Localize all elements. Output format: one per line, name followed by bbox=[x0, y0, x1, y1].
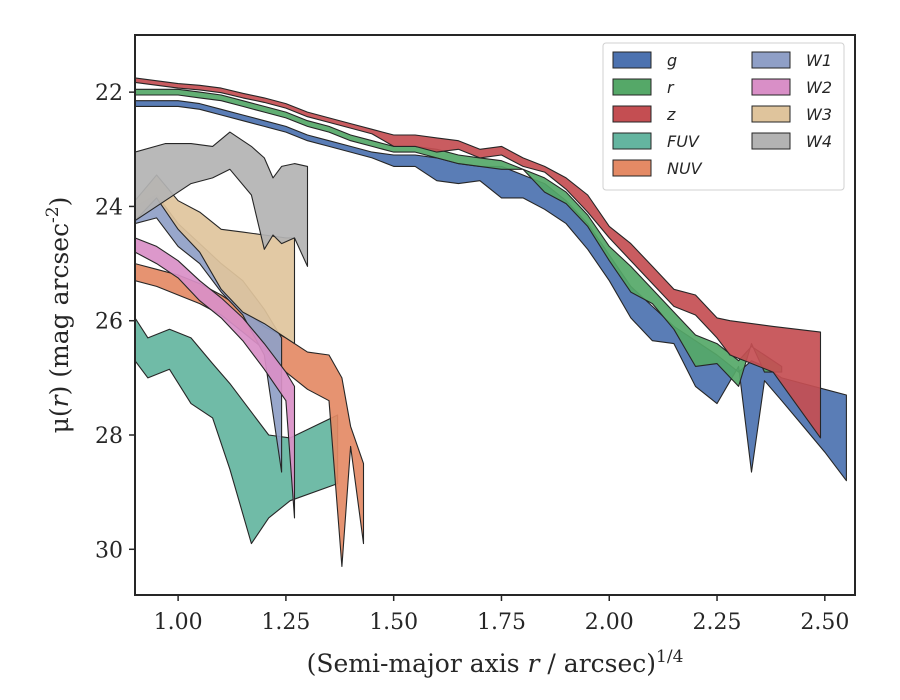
y-tick-label: 26 bbox=[95, 310, 123, 335]
legend-swatch-r bbox=[612, 78, 652, 96]
x-tick-label: 2.00 bbox=[585, 610, 634, 635]
legend-swatch-w1 bbox=[751, 51, 791, 69]
x-tick-label: 1.50 bbox=[369, 610, 418, 635]
x-tick-label: 2.25 bbox=[693, 610, 742, 635]
band-w2 bbox=[135, 237, 296, 519]
legend-swatch-z bbox=[612, 105, 652, 123]
x-tick-label: 1.25 bbox=[261, 610, 310, 635]
band-w4 bbox=[135, 131, 309, 267]
legend-label-r: r bbox=[667, 78, 675, 97]
tick-layer: 1.00 1.25 1.50 1.75 2.00 2.25 2.50 22 24 26 28 30 bbox=[95, 81, 849, 635]
legend-swatch-w4 bbox=[751, 132, 791, 150]
series-layer bbox=[135, 77, 847, 567]
y-axis-label: μ(r) (mag arcsec-2) bbox=[43, 197, 74, 434]
legend-label-fuv: FUV bbox=[667, 132, 700, 151]
legend-swatch-fuv bbox=[612, 132, 652, 150]
y-tick-label: 28 bbox=[95, 424, 123, 449]
legend-label-w2: W2 bbox=[806, 78, 832, 97]
y-tick-label: 22 bbox=[95, 81, 123, 106]
x-tick-label: 2.50 bbox=[800, 610, 849, 635]
band-g bbox=[135, 100, 847, 482]
legend-label-w3: W3 bbox=[806, 105, 832, 124]
x-tick-label: 1.75 bbox=[477, 610, 526, 635]
x-tick-label: 1.00 bbox=[154, 610, 203, 635]
legend: grz FUV NUV W1 W2 W3 W4 bbox=[602, 42, 845, 191]
legend-swatch-w3 bbox=[751, 105, 791, 123]
legend-label-w4: W4 bbox=[806, 132, 832, 151]
band-z bbox=[135, 77, 822, 439]
legend-swatch-nuv bbox=[612, 159, 652, 177]
plot-frame bbox=[134, 34, 856, 596]
legend-swatch-g bbox=[612, 51, 652, 69]
legend-label-nuv: NUV bbox=[667, 159, 703, 178]
legend-label-z: z bbox=[666, 105, 676, 124]
legend-label-w1: W1 bbox=[806, 51, 832, 70]
y-tick-label: 24 bbox=[95, 195, 123, 220]
band-w3 bbox=[135, 174, 296, 345]
y-tick-label: 30 bbox=[95, 538, 123, 563]
legend-label-g: g bbox=[667, 51, 677, 70]
x-axis-label: (Semi-major axis r / arcsec)1/4 bbox=[307, 647, 684, 678]
legend-swatch-w2 bbox=[751, 78, 791, 96]
